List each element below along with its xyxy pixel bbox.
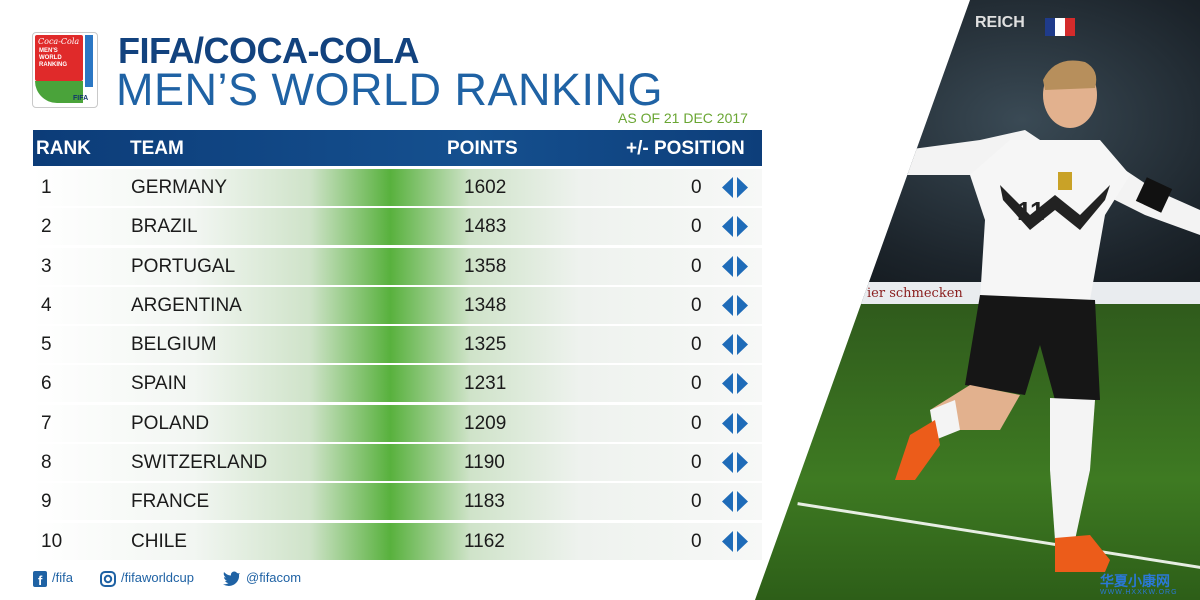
team-cell: SPAIN xyxy=(131,373,187,395)
facebook-icon: f xyxy=(33,570,47,587)
rank-cell: 9 xyxy=(41,491,52,513)
points-cell: 1209 xyxy=(464,412,507,434)
points-cell: 1183 xyxy=(464,491,505,513)
watermark-title: 华夏小康网 xyxy=(1100,573,1170,589)
rank-cell: 7 xyxy=(41,412,52,434)
change-cell: 0 xyxy=(691,530,702,552)
change-cell: 0 xyxy=(691,294,702,316)
logo-red-block xyxy=(35,35,83,81)
column-header-points: POINTS xyxy=(447,138,518,159)
table-row: 2 BRAZIL 1483 0 xyxy=(33,208,762,246)
logo-green-block xyxy=(35,81,83,103)
stadium-sign-text: REICH xyxy=(975,14,1025,31)
facebook-handle: /fifa xyxy=(52,570,73,585)
instagram-link[interactable]: /fifaworldcup xyxy=(100,570,194,587)
points-cell: 1348 xyxy=(464,294,507,316)
team-cell: BRAZIL xyxy=(131,216,198,238)
watermark: 华夏小康网 WWW.HXXKW.ORG xyxy=(1086,571,1198,598)
team-cell: GERMANY xyxy=(131,177,228,198)
change-cell: 0 xyxy=(691,452,702,474)
change-cell: 0 xyxy=(691,216,702,238)
table-row: 4 ARGENTINA 1348 0 xyxy=(33,286,762,324)
advertising-board-text: ier schmecken xyxy=(867,286,963,301)
rank-cell: 4 xyxy=(41,294,52,316)
player-photo: ier schmecken REICH 11 xyxy=(755,0,1200,600)
instagram-handle: /fifaworldcup xyxy=(121,570,194,585)
left-right-arrows-icon xyxy=(722,255,748,277)
rank-cell: 3 xyxy=(41,255,52,277)
flag-icon xyxy=(1045,18,1075,36)
table-row: 9 FRANCE 1183 0 xyxy=(33,483,762,521)
watermark-url: WWW.HXXKW.ORG xyxy=(1100,589,1178,596)
rank-cell: 8 xyxy=(41,452,52,474)
table-row: 8 SWITZERLAND 1190 0 xyxy=(33,444,762,482)
column-header-team: TEAM xyxy=(130,138,184,159)
left-right-arrows-icon xyxy=(722,412,748,434)
twitter-icon xyxy=(223,571,240,587)
team-cell: ARGENTINA xyxy=(131,294,242,316)
left-right-arrows-icon xyxy=(722,216,748,238)
points-cell: 1358 xyxy=(464,255,507,277)
table-row: 5 BELGIUM 1325 0 xyxy=(33,326,762,364)
points-cell: 1325 xyxy=(464,334,507,356)
change-cell: 0 xyxy=(691,177,702,198)
rank-cell: 10 xyxy=(41,530,63,552)
team-cell: SWITZERLAND xyxy=(131,452,268,474)
team-cell: PORTUGAL xyxy=(131,255,236,277)
left-right-arrows-icon xyxy=(722,373,748,395)
column-header-position-change: +/- POSITION xyxy=(626,138,745,159)
column-header-rank: RANK xyxy=(36,138,91,159)
team-cell: CHILE xyxy=(131,530,187,552)
svg-text:f: f xyxy=(38,573,43,587)
table-row: 3 PORTUGAL 1358 0 xyxy=(33,247,762,285)
left-right-arrows-icon xyxy=(722,530,748,552)
rank-cell: 1 xyxy=(41,177,52,198)
logo-ranking-text: MEN'S WORLD RANKING xyxy=(39,48,67,68)
table-header: RANK TEAM POINTS +/- POSITION xyxy=(33,130,762,166)
team-cell: FRANCE xyxy=(131,491,210,513)
logo-fifa-text: FIFA xyxy=(73,95,89,102)
change-cell: 0 xyxy=(691,491,702,513)
rank-cell: 2 xyxy=(41,216,52,238)
title-top: FIFA/COCA-COLA xyxy=(118,30,419,71)
left-right-arrows-icon xyxy=(722,334,748,356)
team-cell: BELGIUM xyxy=(131,334,217,356)
rank-cell: 6 xyxy=(41,373,52,395)
jersey-number: 11 xyxy=(1017,196,1045,226)
instagram-icon xyxy=(100,570,116,587)
rank-cell: 5 xyxy=(41,334,52,356)
logo-blue-stripe xyxy=(85,35,93,87)
points-cell: 1483 xyxy=(464,216,507,238)
change-cell: 0 xyxy=(691,334,702,356)
points-cell: 1602 xyxy=(464,177,507,198)
left-right-arrows-icon xyxy=(722,294,748,316)
logo-brand-text: Coca-Cola xyxy=(38,37,80,46)
points-cell: 1162 xyxy=(464,530,505,552)
left-right-arrows-icon xyxy=(722,491,748,513)
ranking-table: 1 GERMANY 1602 0 2 BRAZIL 1483 0 3 PORTU… xyxy=(33,169,762,562)
twitter-link[interactable]: @fifacom xyxy=(223,570,302,587)
player-figure: 11 xyxy=(895,60,1200,572)
table-row: 7 POLAND 1209 0 xyxy=(33,404,762,442)
change-cell: 0 xyxy=(691,373,702,395)
change-cell: 0 xyxy=(691,412,702,434)
table-row: 6 SPAIN 1231 0 xyxy=(33,365,762,403)
left-right-arrows-icon xyxy=(722,177,748,198)
left-right-arrows-icon xyxy=(722,452,748,474)
table-row: 1 GERMANY 1602 0 xyxy=(33,169,762,206)
change-cell: 0 xyxy=(691,255,702,277)
table-row: 10 CHILE 1162 0 xyxy=(33,522,762,560)
fifa-coca-cola-logo: Coca-Cola MEN'S WORLD RANKING FIFA xyxy=(32,32,98,108)
page-title: MEN’S WORLD RANKING xyxy=(116,64,664,115)
twitter-handle: @fifacom xyxy=(246,570,302,585)
points-cell: 1231 xyxy=(464,373,507,395)
points-cell: 1190 xyxy=(464,452,505,474)
ranking-date: AS OF 21 DEC 2017 xyxy=(618,110,748,126)
team-cell: POLAND xyxy=(131,412,210,434)
facebook-link[interactable]: f/fifa xyxy=(33,570,73,587)
